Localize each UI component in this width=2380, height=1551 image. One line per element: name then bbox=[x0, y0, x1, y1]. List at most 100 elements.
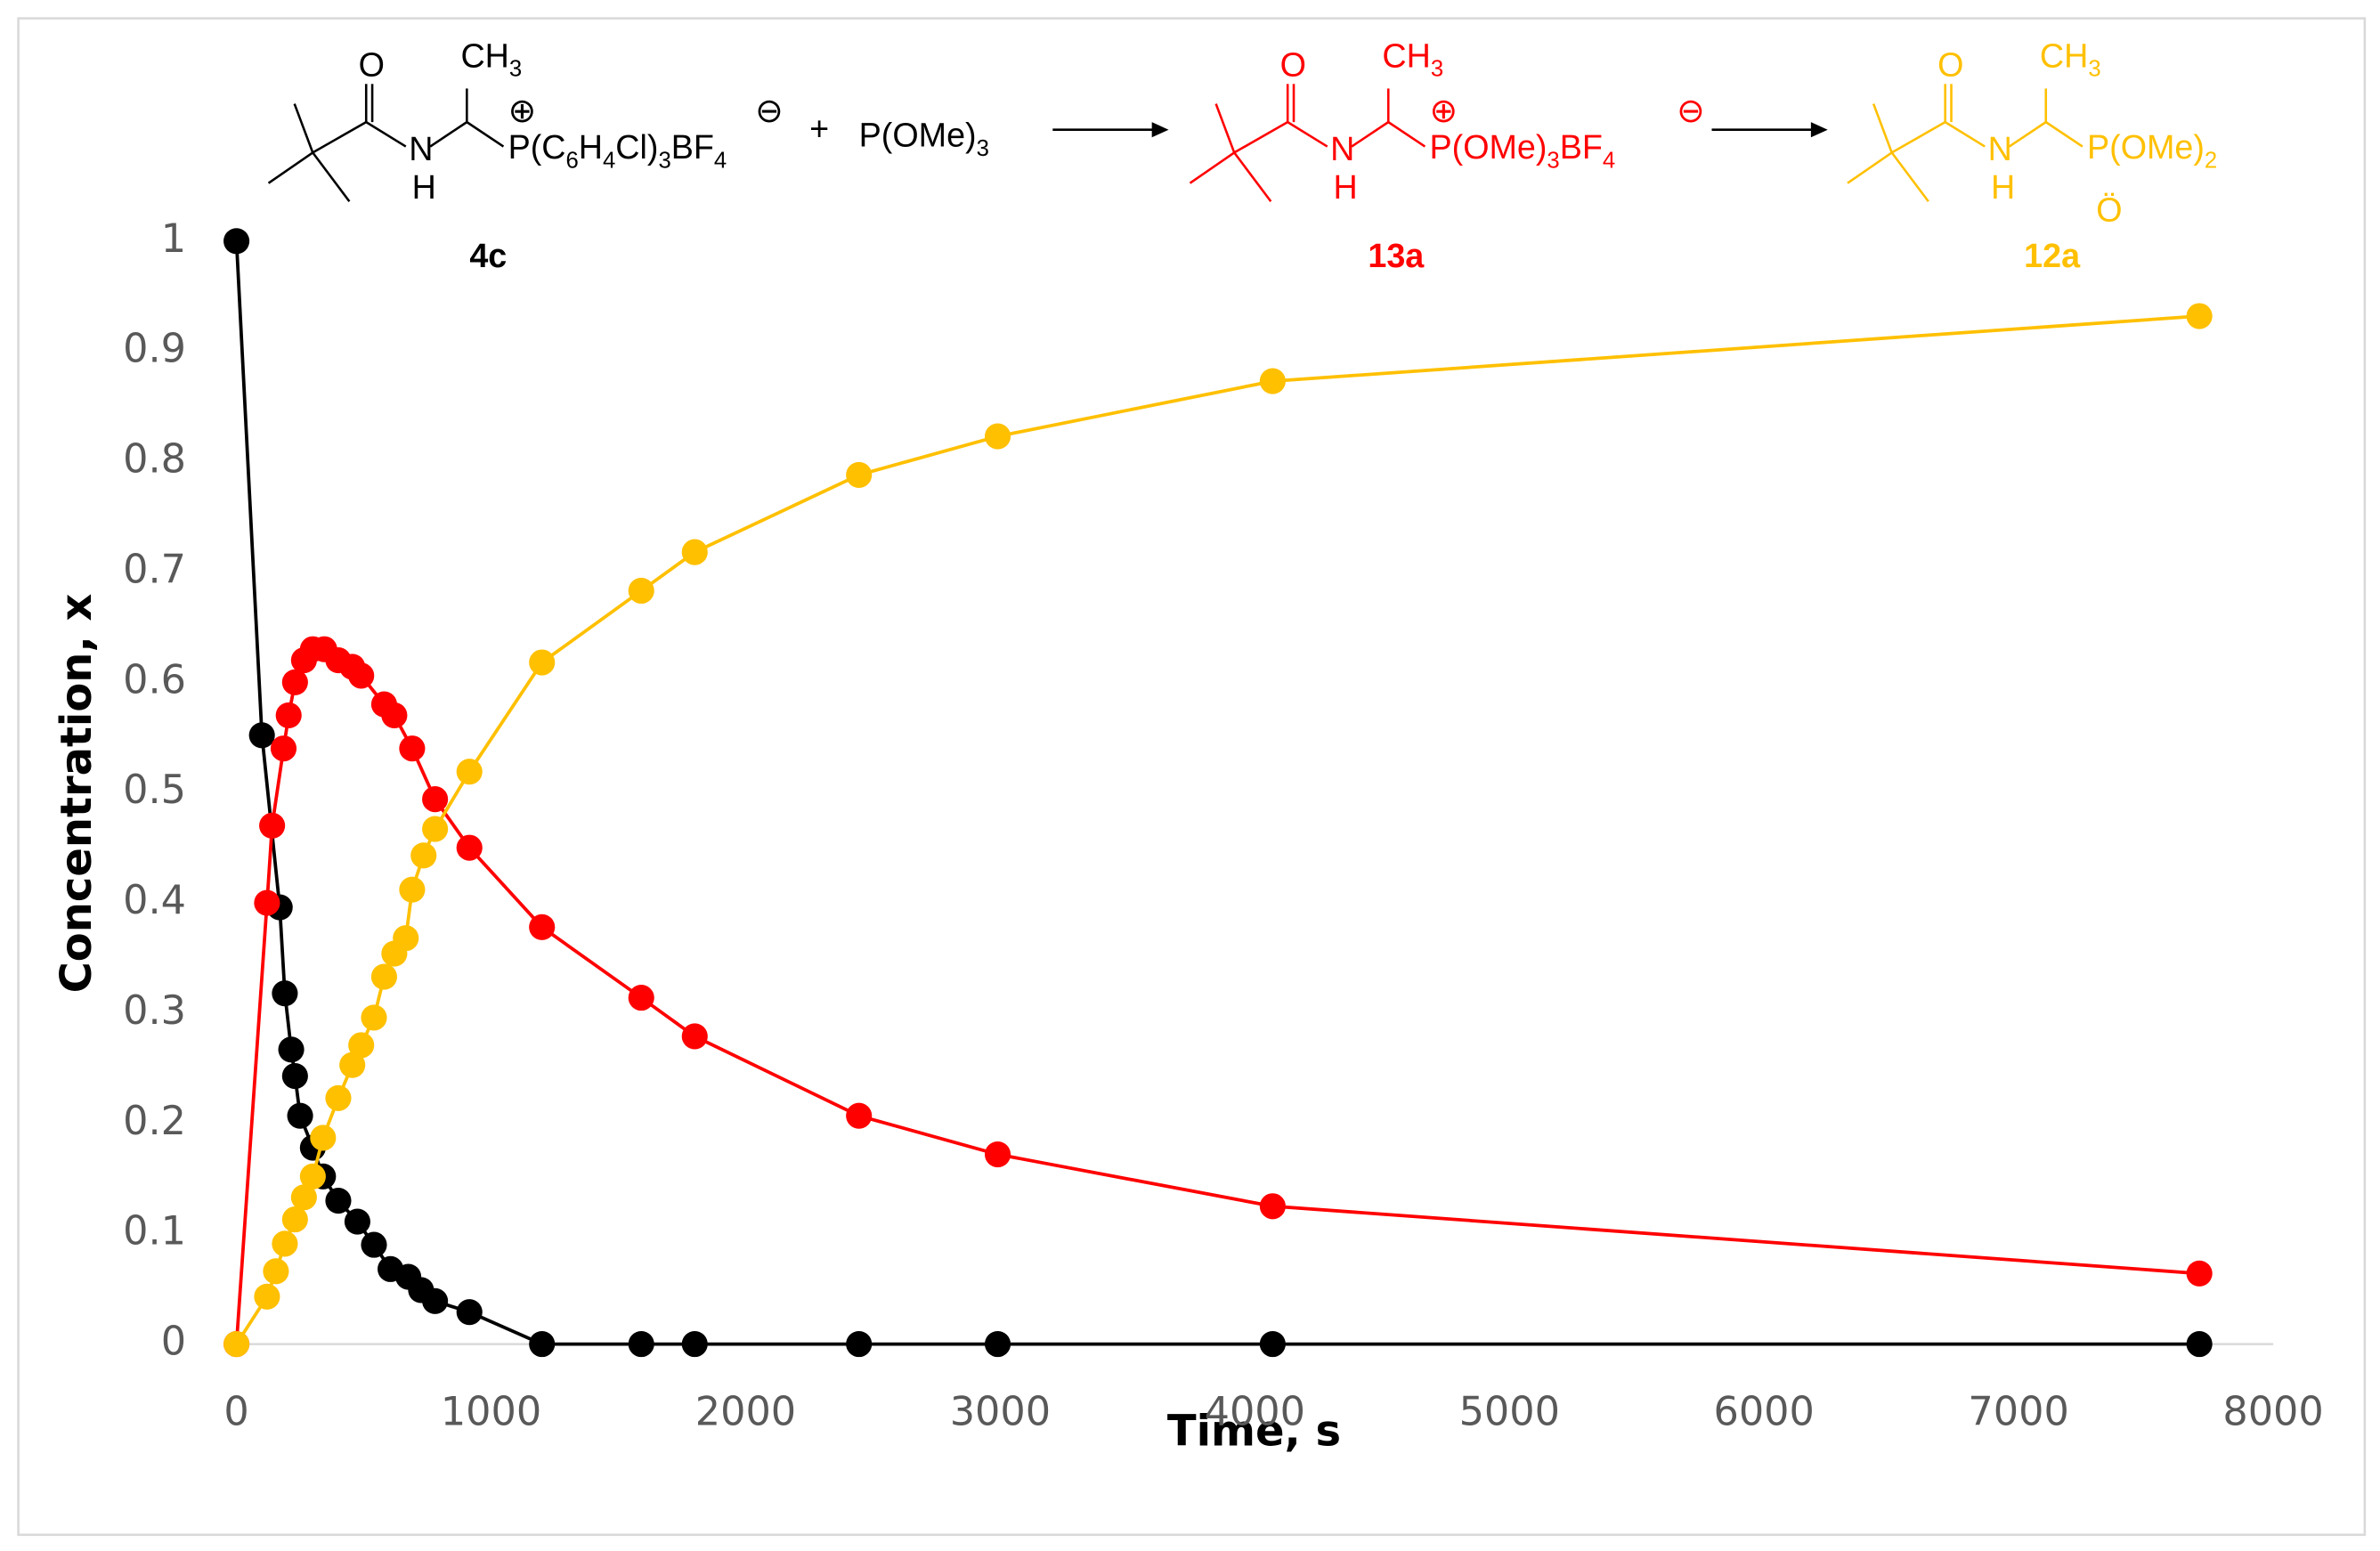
plus: + bbox=[809, 110, 829, 148]
frame bbox=[17, 17, 2367, 1537]
bond bbox=[2045, 121, 2084, 148]
bond bbox=[1287, 121, 1328, 148]
y-tick-label: 0.2 bbox=[123, 1098, 186, 1144]
chem-text: ⊕ bbox=[508, 92, 537, 129]
data-point bbox=[272, 1230, 298, 1257]
bond bbox=[312, 121, 367, 154]
bond bbox=[365, 121, 407, 148]
data-point bbox=[529, 1331, 556, 1358]
data-point bbox=[628, 577, 654, 605]
data-point bbox=[1259, 1193, 1286, 1220]
bond bbox=[267, 151, 313, 184]
reagent: P(OMe)3 bbox=[859, 117, 989, 161]
x-tick-label: 3000 bbox=[950, 1388, 1051, 1434]
x-tick-label: 4000 bbox=[1205, 1388, 1305, 1434]
data-point bbox=[846, 1102, 873, 1129]
y-tick-label: 0.6 bbox=[123, 656, 186, 702]
data-point bbox=[223, 1331, 250, 1358]
data-point bbox=[1259, 368, 1286, 394]
data-point bbox=[984, 1331, 1011, 1358]
chem-text: ⊖ bbox=[755, 92, 784, 129]
data-point bbox=[290, 1184, 317, 1211]
chem-text: O bbox=[1280, 46, 1306, 84]
chem-text: ⊖ bbox=[1677, 92, 1705, 129]
data-point bbox=[361, 1231, 387, 1258]
chem-text: CH3 bbox=[1382, 37, 1443, 81]
data-point bbox=[456, 1299, 483, 1326]
data-point bbox=[393, 925, 419, 952]
x-tick-label: 7000 bbox=[1968, 1388, 2068, 1434]
bond bbox=[1944, 121, 1986, 148]
arrow-head bbox=[1810, 122, 1828, 138]
chem-text: Ö bbox=[2096, 191, 2122, 228]
compound-label: 12a bbox=[2024, 237, 2081, 274]
bond bbox=[293, 103, 314, 153]
data-point bbox=[456, 834, 483, 861]
compound: O CH3 NH P(C6H4Cl)3BF4⊕ ⊖ bbox=[267, 37, 784, 206]
data-point bbox=[422, 786, 449, 813]
chem-text: N bbox=[1988, 130, 2012, 167]
data-point bbox=[248, 722, 275, 749]
data-point bbox=[1259, 1331, 1286, 1358]
arrow-head bbox=[1151, 122, 1169, 138]
x-tick-label: 6000 bbox=[1714, 1388, 1815, 1434]
data-point bbox=[281, 1063, 308, 1090]
bond bbox=[1387, 121, 1426, 148]
data-point bbox=[325, 1084, 352, 1111]
data-point bbox=[254, 889, 280, 916]
data-point bbox=[325, 1187, 352, 1214]
data-point bbox=[399, 735, 426, 762]
data-point bbox=[681, 539, 708, 565]
y-tick-label: 0.1 bbox=[123, 1208, 186, 1255]
x-axis-title: Time, s bbox=[1167, 1407, 1341, 1457]
data-point bbox=[410, 842, 437, 869]
data-point bbox=[272, 980, 298, 1007]
data-point bbox=[846, 1331, 873, 1358]
data-point bbox=[2186, 1331, 2213, 1358]
bond bbox=[1189, 151, 1235, 184]
data-point bbox=[529, 649, 556, 676]
bond bbox=[1351, 121, 1389, 148]
data-point bbox=[456, 759, 483, 785]
data-point bbox=[278, 1036, 305, 1063]
data-point bbox=[2186, 1260, 2213, 1287]
y-tick-label: 0.4 bbox=[123, 877, 186, 923]
bond bbox=[1233, 151, 1272, 202]
chem-text: N bbox=[1330, 130, 1354, 167]
chem-text: O bbox=[1937, 46, 1963, 84]
chem-text: H bbox=[1991, 168, 2015, 206]
data-point bbox=[339, 1052, 366, 1078]
chem-text: N bbox=[409, 130, 433, 167]
bond bbox=[1233, 121, 1288, 154]
data-point bbox=[348, 662, 375, 689]
data-point bbox=[381, 702, 408, 729]
x-tick-label: 2000 bbox=[695, 1388, 796, 1434]
data-point bbox=[259, 812, 286, 839]
data-point bbox=[846, 461, 873, 488]
y-tick-label: 0.9 bbox=[123, 326, 186, 372]
y-tick-label: 0.8 bbox=[123, 436, 186, 483]
data-point bbox=[2186, 303, 2213, 329]
data-point bbox=[281, 669, 308, 695]
data-point bbox=[254, 1283, 280, 1310]
data-point bbox=[361, 1004, 387, 1031]
bond bbox=[1847, 151, 1893, 184]
chem-text: H bbox=[412, 168, 436, 206]
data-point bbox=[529, 914, 556, 940]
x-tick-label: 1000 bbox=[441, 1388, 541, 1434]
chem-text: H bbox=[1334, 168, 1358, 206]
bond bbox=[1890, 151, 1929, 202]
x-tick-label: 0 bbox=[223, 1388, 248, 1434]
data-point bbox=[399, 876, 426, 903]
chem-text: P(OMe)2 bbox=[2087, 128, 2217, 173]
data-point bbox=[275, 702, 302, 729]
data-point bbox=[370, 963, 397, 990]
y-tick-label: 1 bbox=[161, 215, 186, 262]
y-tick-label: 0.7 bbox=[123, 546, 186, 592]
bond bbox=[1891, 121, 1946, 154]
compound-label: 4c bbox=[469, 237, 507, 274]
chem-text: ⊕ bbox=[1430, 92, 1458, 129]
